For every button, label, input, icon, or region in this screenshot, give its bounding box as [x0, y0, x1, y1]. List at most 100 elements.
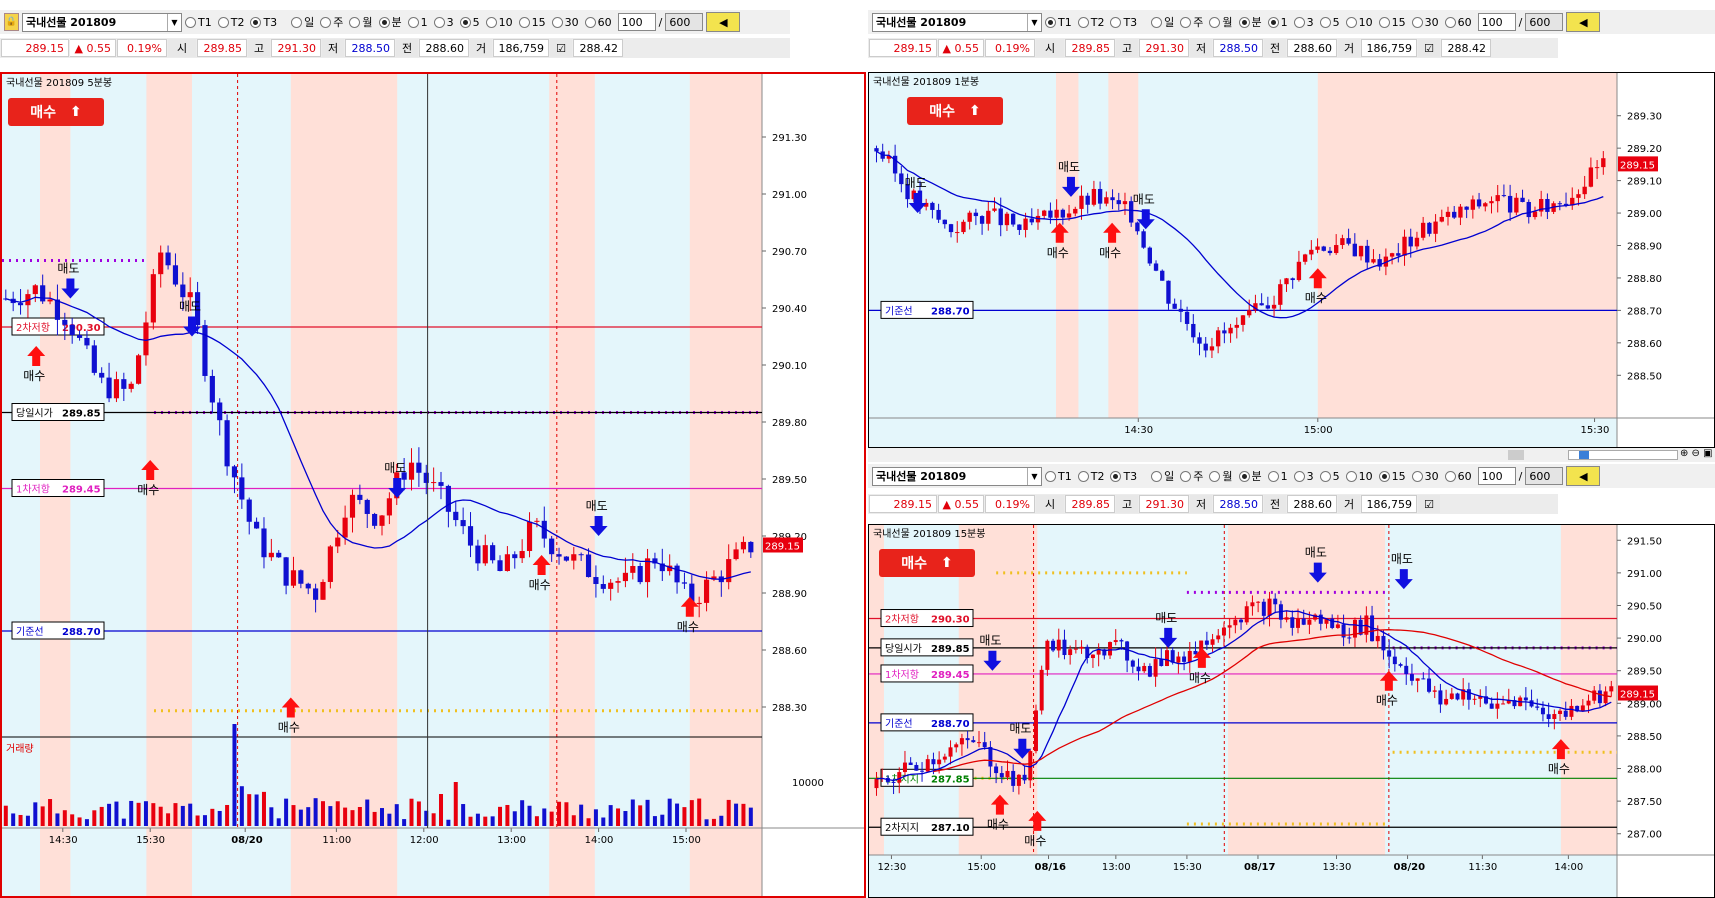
- volume-bar: [394, 804, 399, 826]
- w2-interval-3[interactable]: 3: [1293, 16, 1314, 29]
- lock-icon[interactable]: 🔒: [4, 13, 19, 31]
- level-label-value: 288.70: [62, 627, 101, 638]
- w2-unit-month[interactable]: 월: [1209, 14, 1233, 30]
- w2-prev-button[interactable]: ◀: [1566, 12, 1601, 32]
- w3-interval-10[interactable]: 10: [1345, 470, 1373, 483]
- w1-interval-5[interactable]: 5: [459, 16, 480, 29]
- candle-body: [1514, 197, 1519, 213]
- w3-prev-button[interactable]: ◀: [1566, 466, 1601, 486]
- candle-body: [1090, 654, 1095, 659]
- w1-chart-panel[interactable]: 국내선물 201809 5분봉 291.30 291.00 290.70 290.40 2…: [0, 72, 866, 898]
- w2-scrollbar[interactable]: ⊕ ⊖ ▣: [868, 448, 1715, 462]
- w2-interval-15[interactable]: 15: [1378, 16, 1406, 29]
- w3-unit-minute[interactable]: 분: [1238, 468, 1262, 484]
- zoom-controls[interactable]: ⊕ ⊖ ▣: [1680, 448, 1713, 459]
- candle-body: [689, 583, 695, 605]
- w1-interval-60[interactable]: 60: [584, 16, 612, 29]
- sell-signal-arrow-icon: [388, 478, 407, 498]
- w2-interval-1[interactable]: 1: [1267, 16, 1288, 29]
- w2-chart-panel[interactable]: 국내선물 201809 1분봉 289.30 289.20 289.10 289.00 2…: [868, 72, 1715, 448]
- w1-interval-30[interactable]: 30: [551, 16, 579, 29]
- w2-unit-week[interactable]: 주: [1180, 14, 1203, 30]
- w3-buy-button[interactable]: 매수 ⬆: [879, 549, 975, 577]
- w3-count-input[interactable]: 100: [1477, 467, 1516, 485]
- candle-body: [936, 209, 941, 220]
- candle-body: [959, 738, 964, 745]
- w1-interval-1[interactable]: 1: [407, 16, 428, 29]
- play-left-icon: ◀: [719, 15, 728, 29]
- level-label-name: 2차지지: [885, 822, 919, 834]
- w2-unit-minute[interactable]: 분: [1238, 14, 1262, 30]
- price-tag-box: [763, 537, 803, 553]
- w3-period-t1[interactable]: T1: [1045, 470, 1072, 483]
- volume-bar: [55, 813, 60, 826]
- candle-body: [1449, 693, 1454, 699]
- w1-prev-button[interactable]: ◀: [706, 12, 741, 32]
- volume-bar: [468, 816, 473, 826]
- zoom-slider[interactable]: [1568, 450, 1678, 460]
- candle-body: [1520, 197, 1525, 202]
- w2-buy-button[interactable]: 매수 ⬆: [907, 97, 1003, 125]
- candle-body: [556, 554, 562, 557]
- w3-interval-30[interactable]: 30: [1411, 470, 1439, 483]
- w1-buy-button[interactable]: 매수 ⬆: [8, 98, 104, 126]
- w1-period-t3[interactable]: T3: [250, 16, 277, 29]
- candle-body: [908, 762, 913, 765]
- w2-count-input[interactable]: 100: [1477, 13, 1516, 31]
- candle-body: [563, 556, 569, 561]
- candle-body: [1045, 640, 1050, 670]
- w3-period-t2[interactable]: T2: [1077, 470, 1104, 483]
- w1-count-input[interactable]: 100: [617, 13, 656, 31]
- candle-body: [519, 551, 525, 559]
- w3-interval-5[interactable]: 5: [1319, 470, 1340, 483]
- w1-unit-minute[interactable]: 분: [378, 14, 402, 30]
- w1-unit-month[interactable]: 월: [349, 14, 373, 30]
- w1-interval-3[interactable]: 3: [433, 16, 454, 29]
- w3-chart-svg: 국내선물 201809 15분봉 291.50 291.00 290.50 290.00…: [869, 525, 1714, 897]
- w2-interval-10[interactable]: 10: [1345, 16, 1373, 29]
- w2-symbol-select[interactable]: 국내선물 201809 ▼: [872, 12, 1042, 32]
- w1-period-t1[interactable]: T1: [185, 16, 212, 29]
- w2-unit-day[interactable]: 일: [1151, 14, 1174, 30]
- candle-body: [1028, 751, 1033, 781]
- w2-quote-pct: 0.19%: [985, 39, 1035, 57]
- w3-unit-month[interactable]: 월: [1209, 468, 1233, 484]
- candle-body: [1569, 705, 1574, 717]
- price-tag-box: [1618, 156, 1658, 172]
- candle-body: [1240, 315, 1246, 325]
- w1-interval-10[interactable]: 10: [485, 16, 513, 29]
- w2-interval-60[interactable]: 60: [1444, 16, 1472, 29]
- w1-unit-day[interactable]: 일: [291, 14, 314, 30]
- candle-body: [902, 762, 907, 773]
- zoom-slider-thumb[interactable]: [1579, 451, 1589, 459]
- w3-interval-60[interactable]: 60: [1444, 470, 1472, 483]
- candle-body: [924, 202, 929, 207]
- w3-chart-panel[interactable]: 국내선물 201809 15분봉 291.50 291.00 290.50 290.00…: [868, 524, 1715, 898]
- scroll-left-button[interactable]: [1508, 450, 1524, 460]
- volume-bar: [158, 806, 163, 826]
- w1-unit-week[interactable]: 주: [320, 14, 343, 30]
- w2-period-t1[interactable]: T1: [1045, 16, 1072, 29]
- w2-period-t2[interactable]: T2: [1077, 16, 1104, 29]
- w3-unit-day[interactable]: 일: [1151, 468, 1174, 484]
- w3-symbol-select[interactable]: 국내선물 201809 ▼: [872, 466, 1042, 486]
- w3-interval-1[interactable]: 1: [1267, 470, 1288, 483]
- w3-period-t3[interactable]: T3: [1110, 470, 1137, 483]
- w1-period-t2[interactable]: T2: [217, 16, 244, 29]
- w1-symbol-select[interactable]: 국내선물 201809 ▼: [22, 12, 182, 32]
- w2-interval-30[interactable]: 30: [1411, 16, 1439, 29]
- w3-buy-button-label: 매수: [901, 556, 928, 572]
- candle-body: [1010, 213, 1016, 225]
- candle-body: [1290, 617, 1295, 628]
- w2-interval-5[interactable]: 5: [1319, 16, 1340, 29]
- candle-body: [1340, 238, 1345, 246]
- candle-body: [1267, 598, 1272, 616]
- w3-unit-week[interactable]: 주: [1180, 468, 1203, 484]
- w3-interval-15[interactable]: 15: [1378, 470, 1406, 483]
- candle-body: [497, 560, 503, 572]
- w3-interval-3[interactable]: 3: [1293, 470, 1314, 483]
- w1-interval-15[interactable]: 15: [518, 16, 546, 29]
- y-tick-label: 288.90: [1627, 242, 1662, 253]
- candle-body: [637, 565, 643, 583]
- w2-period-t3[interactable]: T3: [1110, 16, 1137, 29]
